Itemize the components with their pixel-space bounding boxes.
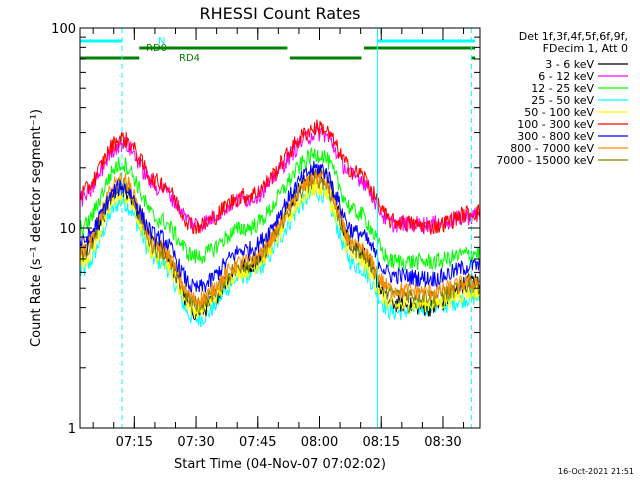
legend-label-5: 100 - 300 keV [517,118,594,131]
x-tick-label-2: 07:45 [239,435,276,450]
flag-label-rd4: RD4 [179,53,200,64]
series-line-7 [79,169,481,308]
chart-title: RHESSI Count Rates [200,4,361,23]
legend-label-6: 300 - 800 keV [517,130,594,143]
y-tick-label-0: 1 [68,422,76,437]
legend-label-0: 3 - 6 keV [545,58,594,71]
flag-label-n: N [158,36,165,47]
x-tick-label-3: 08:00 [301,435,338,450]
legend-label-4: 50 - 100 keV [524,106,594,119]
series-line-6 [79,160,481,293]
y-axis-label: Count Rate (s⁻¹ detector segment⁻¹) [29,109,44,347]
x-tick-label-0: 07:15 [116,435,153,450]
x-axis-label: Start Time (04-Nov-07 07:02:02) [174,457,386,472]
x-tick-label-5: 08:30 [424,435,461,450]
y-tick-label-1: 10 [59,222,76,237]
legend-header-line-2: FDecim 1, Att 0 [543,42,628,55]
flag-label-rd0: RD0 [146,43,167,54]
x-tick-label-1: 07:30 [177,435,214,450]
legend-label-3: 25 - 50 keV [531,94,594,107]
x-tick-label-4: 08:15 [363,435,400,450]
legend-header-line-1: Det 1f,3f,4f,5f,6f,9f, [519,30,628,43]
y-tick-label-2: 100 [51,22,76,37]
legend-label-1: 6 - 12 keV [538,70,594,83]
axes: 1 10 100 07:15 07:30 07:45 08:00 08:15 08:30 [51,22,480,450]
series-line-5 [79,119,481,235]
legend-label-8: 7000 - 15000 keV [496,154,594,167]
legend-label-2: 12 - 25 keV [531,82,594,95]
series-line-2 [79,147,481,271]
plot-area [79,119,481,328]
legend-label-7: 800 - 7000 keV [510,142,594,155]
series-line-4 [79,180,481,319]
footer-timestamp: 16-Oct-2021 21:51 [558,467,634,476]
